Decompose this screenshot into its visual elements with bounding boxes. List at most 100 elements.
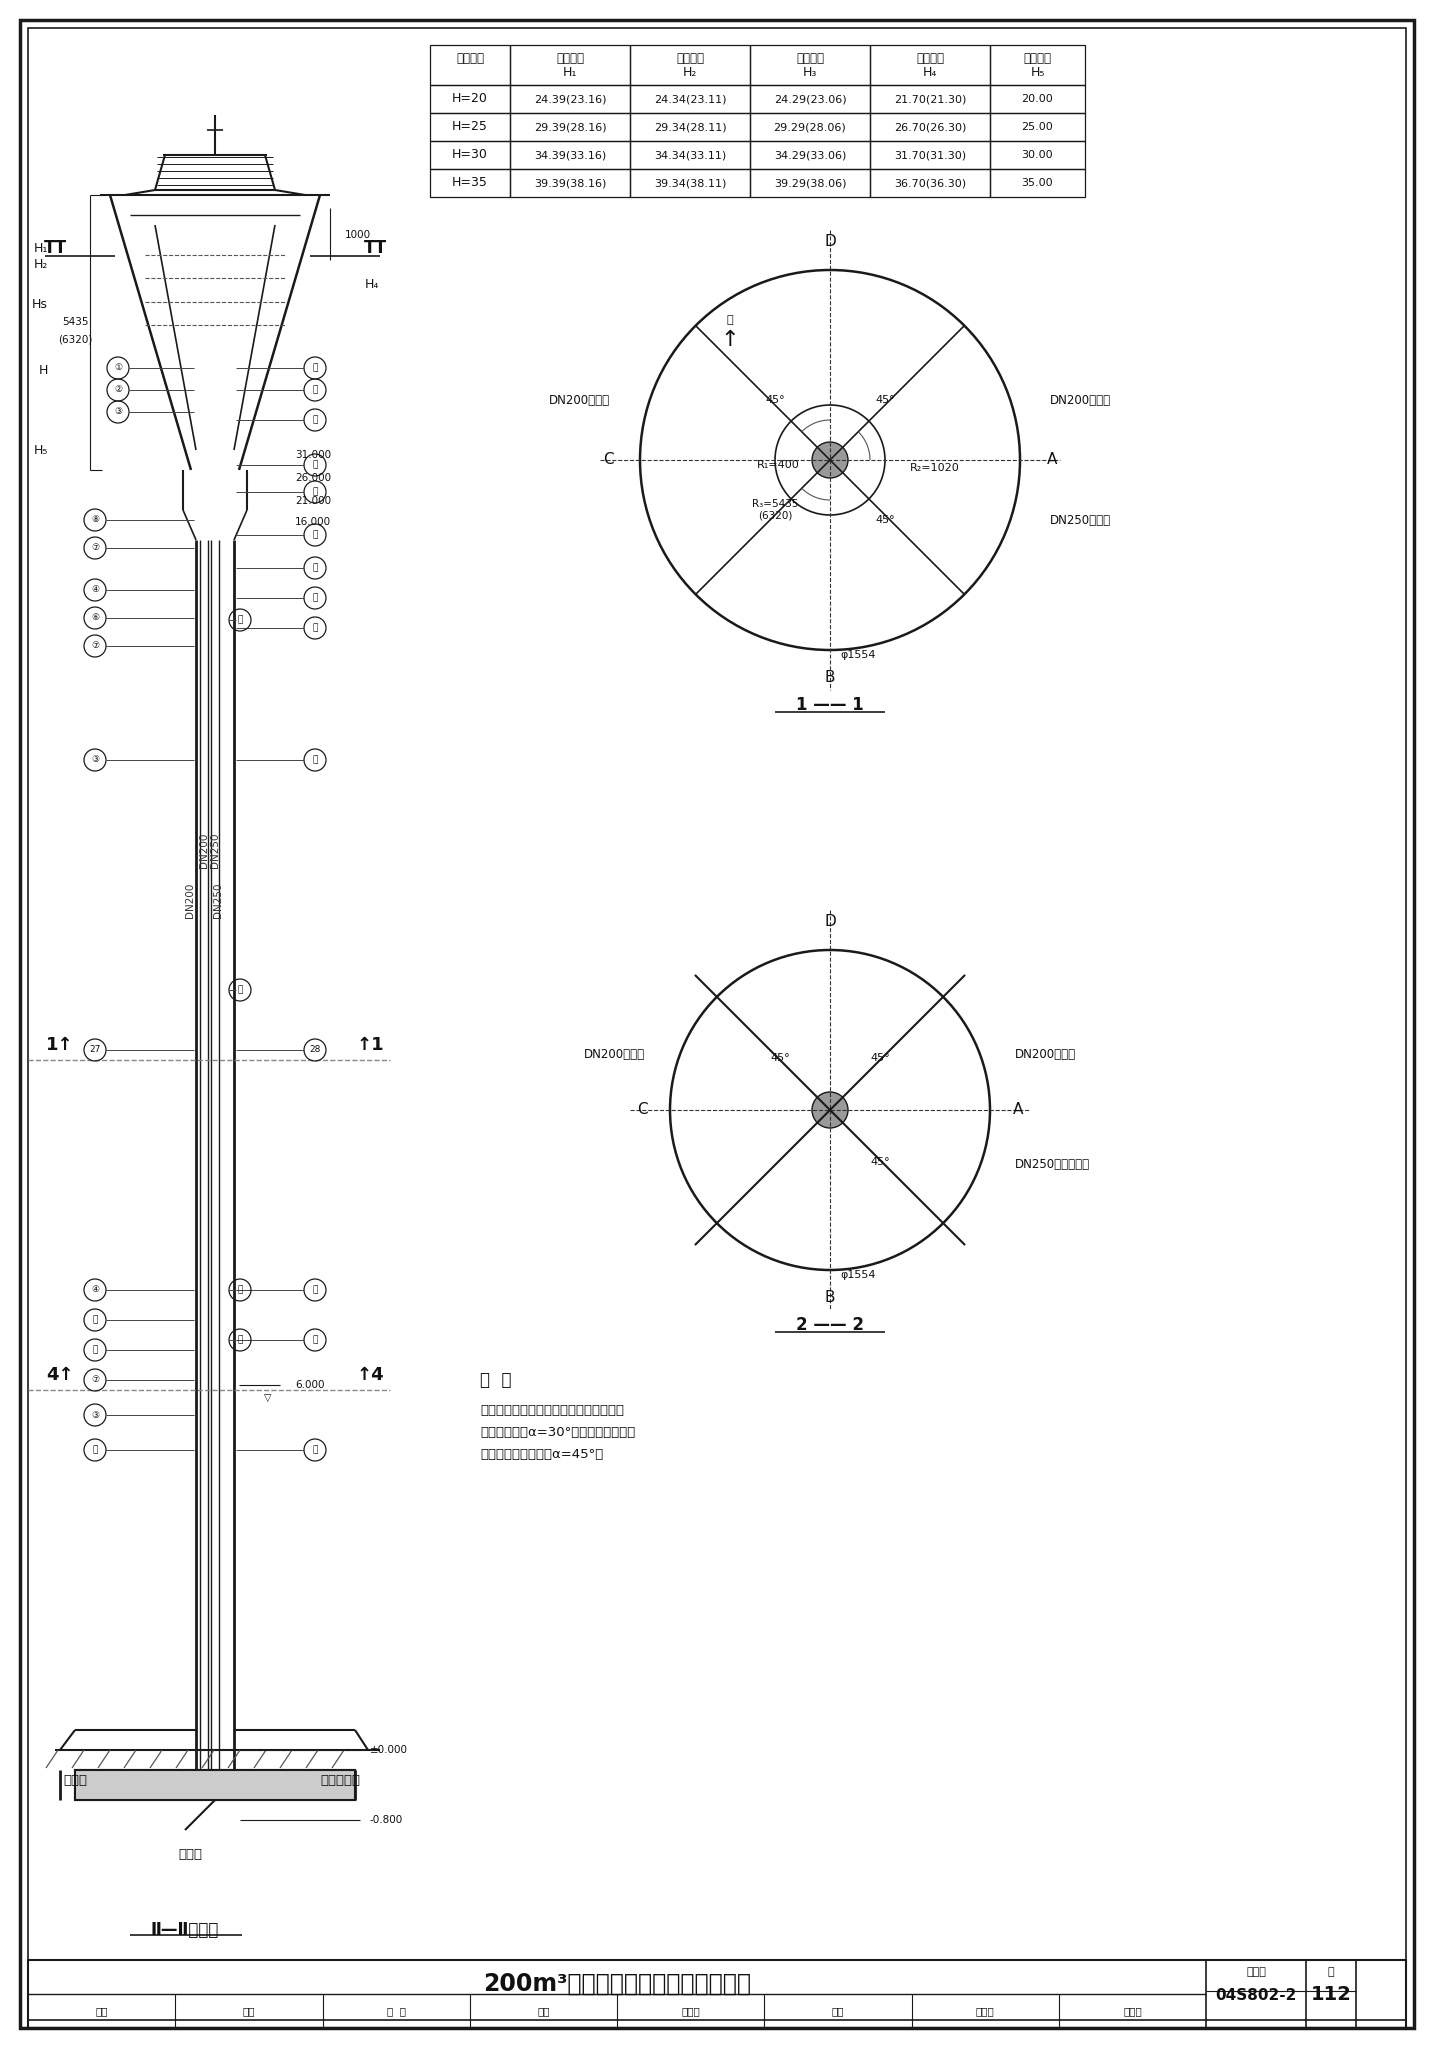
- Text: ▽: ▽: [264, 1393, 272, 1403]
- Text: ⑳: ⑳: [313, 594, 318, 602]
- Text: 34.39(33.16): 34.39(33.16): [533, 150, 607, 160]
- Text: -0.800: -0.800: [370, 1815, 403, 1825]
- Text: 45°: 45°: [870, 1053, 891, 1063]
- Text: 最低水位: 最低水位: [1024, 53, 1051, 66]
- Bar: [989, 170, 1086, 197]
- Text: ⑱: ⑱: [313, 530, 318, 539]
- Text: ↑: ↑: [721, 330, 740, 350]
- Bar: [630, 45, 750, 86]
- Text: H₄: H₄: [366, 279, 380, 291]
- Text: H: H: [39, 362, 47, 377]
- Text: DN250溢水管: DN250溢水管: [1050, 514, 1111, 526]
- Text: DN200: DN200: [185, 883, 195, 918]
- Text: 24.39(23.16): 24.39(23.16): [533, 94, 607, 104]
- Text: DN250: DN250: [209, 831, 219, 868]
- Text: ⑰: ⑰: [313, 416, 318, 424]
- Text: C: C: [637, 1102, 647, 1118]
- Text: ⑬: ⑬: [237, 1335, 242, 1343]
- Text: ㉒: ㉒: [313, 1286, 318, 1294]
- Text: 39.34(38.11): 39.34(38.11): [654, 178, 726, 188]
- Text: Ⅱ—Ⅱ立面图: Ⅱ—Ⅱ立面图: [151, 1921, 219, 1939]
- Text: 45°: 45°: [770, 1053, 790, 1063]
- Text: 31.70(31.30): 31.70(31.30): [893, 150, 967, 160]
- Text: ⑫: ⑫: [92, 1346, 98, 1354]
- Text: Hs: Hs: [32, 299, 47, 311]
- Text: ⑮: ⑮: [313, 362, 318, 373]
- Text: ①: ①: [113, 362, 122, 373]
- Text: DN200: DN200: [199, 831, 209, 868]
- Circle shape: [812, 1092, 847, 1128]
- Text: 锥壳水平倒角α=30°，括号外的适用于: 锥壳水平倒角α=30°，括号外的适用于: [480, 1425, 635, 1438]
- Text: 31.000: 31.000: [295, 451, 331, 461]
- Text: ㉕: ㉕: [313, 461, 318, 469]
- Text: H₅: H₅: [33, 444, 47, 457]
- Text: φ1554: φ1554: [840, 1270, 876, 1280]
- Text: H₃: H₃: [803, 66, 817, 80]
- Bar: [989, 45, 1086, 86]
- Text: 最高水位: 最高水位: [796, 53, 825, 66]
- Text: 设计: 设计: [832, 2005, 845, 2015]
- Text: H=25: H=25: [452, 121, 488, 133]
- Text: 26.70(26.30): 26.70(26.30): [893, 123, 967, 131]
- Text: 30.00: 30.00: [1021, 150, 1054, 160]
- Text: ±0.000: ±0.000: [370, 1745, 409, 1755]
- Text: 黄伏籕: 黄伏籕: [681, 2005, 700, 2015]
- Text: 说  明: 说 明: [480, 1370, 512, 1389]
- Bar: [870, 170, 989, 197]
- Text: 北: 北: [727, 315, 733, 326]
- Bar: [870, 86, 989, 113]
- Text: R₁=400: R₁=400: [757, 461, 800, 469]
- Text: ㉑: ㉑: [313, 623, 318, 633]
- Text: R₂=1020: R₂=1020: [911, 463, 959, 473]
- Text: ⑪: ⑪: [92, 1315, 98, 1325]
- Text: H₅: H₅: [1030, 66, 1045, 80]
- Bar: [29, 1960, 1405, 2028]
- Text: 34.34(33.11): 34.34(33.11): [654, 150, 726, 160]
- Bar: [75, 1769, 356, 1800]
- Text: DN250: DN250: [214, 883, 224, 918]
- Text: H=20: H=20: [452, 92, 488, 106]
- Text: ⑰: ⑰: [313, 756, 318, 764]
- Bar: [630, 141, 750, 170]
- Text: H₄: H₄: [923, 66, 938, 80]
- Text: ④: ④: [90, 586, 99, 594]
- Bar: [511, 141, 630, 170]
- Text: H₂: H₂: [33, 258, 47, 272]
- Text: ③: ③: [90, 1411, 99, 1419]
- Text: H₂: H₂: [683, 66, 697, 80]
- Text: H₁: H₁: [33, 242, 47, 254]
- Text: H₁: H₁: [562, 66, 578, 80]
- Bar: [870, 141, 989, 170]
- Bar: [75, 1769, 356, 1800]
- Text: D: D: [825, 915, 836, 930]
- Bar: [750, 170, 870, 197]
- Text: B: B: [825, 670, 835, 686]
- Bar: [511, 113, 630, 141]
- Text: 李良: 李良: [242, 2005, 255, 2015]
- Bar: [511, 86, 630, 113]
- Bar: [989, 113, 1086, 141]
- Bar: [750, 45, 870, 86]
- Text: D: D: [825, 236, 836, 250]
- Text: 出水管: 出水管: [178, 1849, 202, 1862]
- Text: ⑯: ⑯: [313, 385, 318, 395]
- Text: ㉗: ㉗: [237, 616, 242, 625]
- Text: DN200进水管: DN200进水管: [584, 1049, 645, 1061]
- Text: 29.34(28.11): 29.34(28.11): [654, 123, 726, 131]
- Text: ⑦: ⑦: [90, 543, 99, 553]
- Text: 溢、溢水管: 溢、溢水管: [320, 1774, 360, 1786]
- Bar: [870, 45, 989, 86]
- Text: 审核: 审核: [96, 2005, 108, 2015]
- Bar: [511, 45, 630, 86]
- Text: TT: TT: [363, 240, 387, 256]
- Text: ⑧: ⑧: [90, 516, 99, 524]
- Text: 36.70(36.30): 36.70(36.30): [893, 178, 967, 188]
- Text: ⑥: ⑥: [90, 614, 99, 623]
- Text: 25.00: 25.00: [1021, 123, 1054, 131]
- Text: ㉓: ㉓: [313, 1446, 318, 1454]
- Text: ㉔: ㉔: [237, 1286, 242, 1294]
- Text: TT: TT: [43, 240, 66, 256]
- Text: φ1554: φ1554: [840, 649, 876, 659]
- Text: 28: 28: [310, 1044, 321, 1055]
- Bar: [989, 141, 1086, 170]
